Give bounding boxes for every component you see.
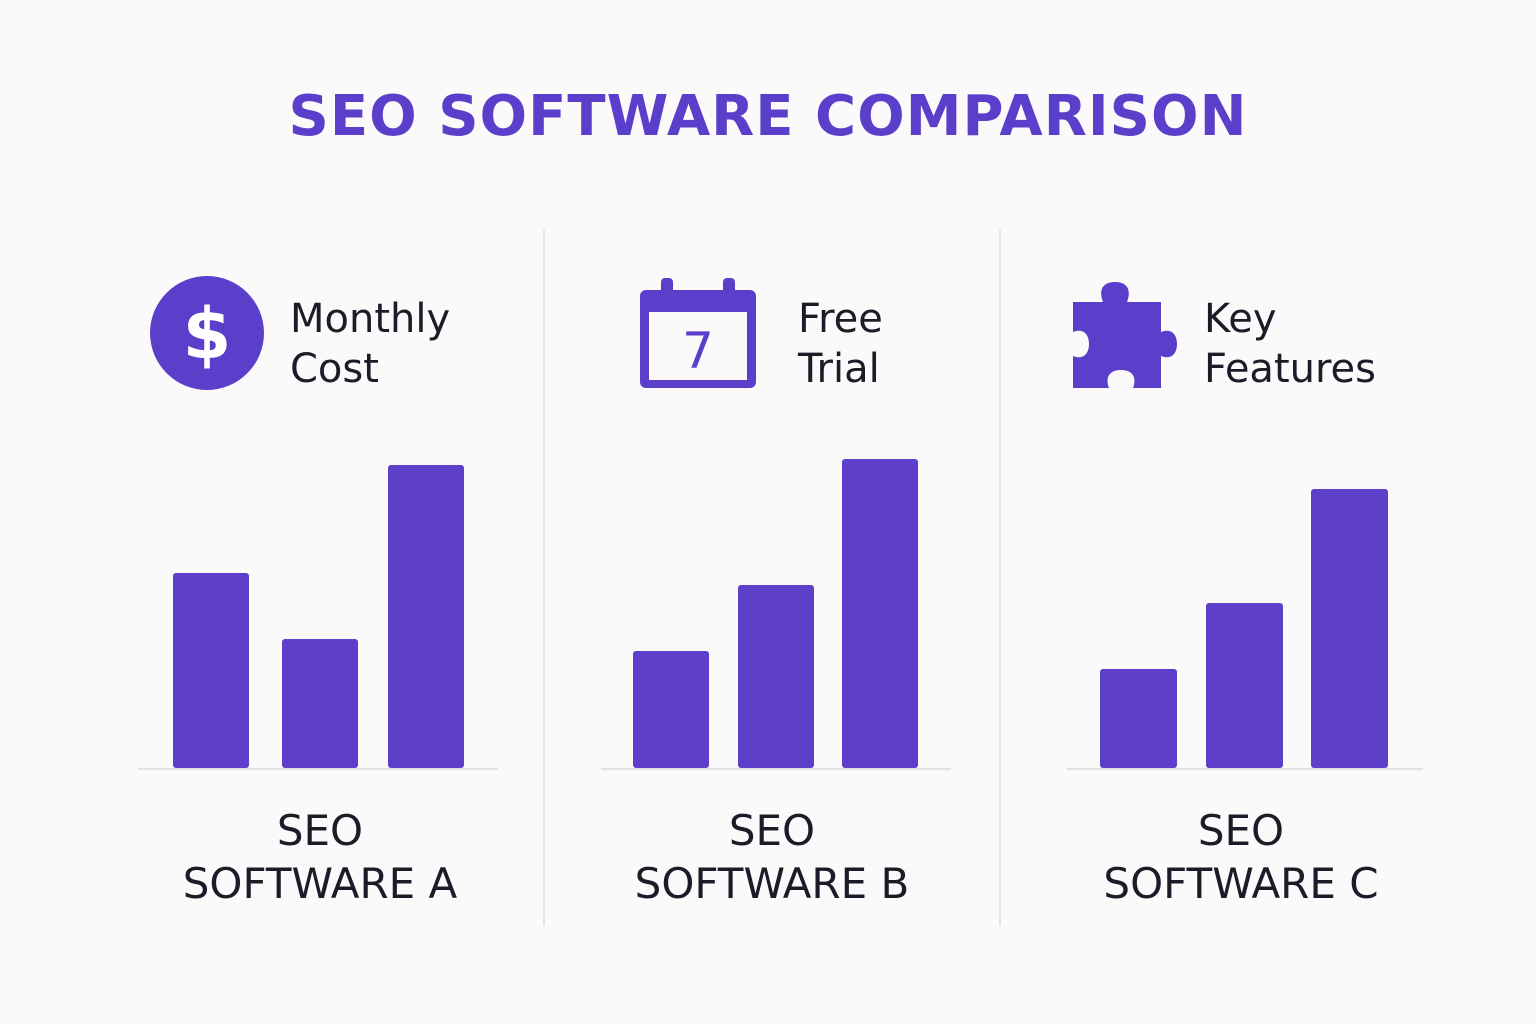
divider-right xyxy=(999,230,1001,926)
metric-label-line1: Monthly xyxy=(290,296,451,342)
bar-3 xyxy=(388,465,464,768)
metric-label: Monthly Cost xyxy=(290,294,450,394)
software-name-line1: SEO xyxy=(1197,806,1285,855)
software-name-line2: SOFTWARE B xyxy=(634,859,910,908)
calendar-icon: 7 xyxy=(640,278,756,388)
bar-1 xyxy=(1100,669,1177,768)
bar-3 xyxy=(842,459,918,768)
software-name: SEO SOFTWARE A xyxy=(120,804,520,910)
bar-chart-software-b xyxy=(601,459,951,770)
panel-software-b: 7 Free Trial SEO SOFTWARE B xyxy=(545,0,999,1024)
metric-label-line2: Cost xyxy=(290,346,379,392)
metric-label-line2: Trial xyxy=(798,346,880,392)
page-title: SEO SOFTWARE COMPARISON xyxy=(288,84,1248,149)
divider-left xyxy=(543,230,545,926)
calendar-day: 7 xyxy=(682,322,714,380)
puzzle-icon xyxy=(1073,282,1177,388)
panel-software-c: Key Features SEO SOFTWARE C xyxy=(1001,0,1536,1024)
metric-label-line1: Key xyxy=(1204,296,1277,342)
svg-text:$: $ xyxy=(183,293,232,375)
bar-1 xyxy=(173,573,249,768)
bar-1 xyxy=(633,651,709,768)
metric-label-line2: Features xyxy=(1204,346,1376,392)
bar-2 xyxy=(282,639,358,768)
panel-software-a: $ Monthly Cost SEO SOFTWARE A xyxy=(0,0,543,1024)
software-name-line2: SOFTWARE C xyxy=(1103,859,1379,908)
software-name-line1: SEO xyxy=(276,806,364,855)
bar-3 xyxy=(1311,489,1388,768)
bar-chart-software-a xyxy=(138,465,498,770)
software-name-line2: SOFTWARE A xyxy=(182,859,458,908)
metric-label: Free Trial xyxy=(798,294,883,394)
bar-2 xyxy=(1206,603,1283,768)
metric-label: Key Features xyxy=(1204,294,1376,394)
dollar-icon: $ xyxy=(150,276,264,390)
software-name: SEO SOFTWARE C xyxy=(1041,804,1441,910)
metric-label-line1: Free xyxy=(798,296,883,342)
bar-2 xyxy=(738,585,814,768)
bar-chart-software-c xyxy=(1067,489,1423,770)
software-name-line1: SEO xyxy=(728,806,816,855)
software-name: SEO SOFTWARE B xyxy=(572,804,972,910)
